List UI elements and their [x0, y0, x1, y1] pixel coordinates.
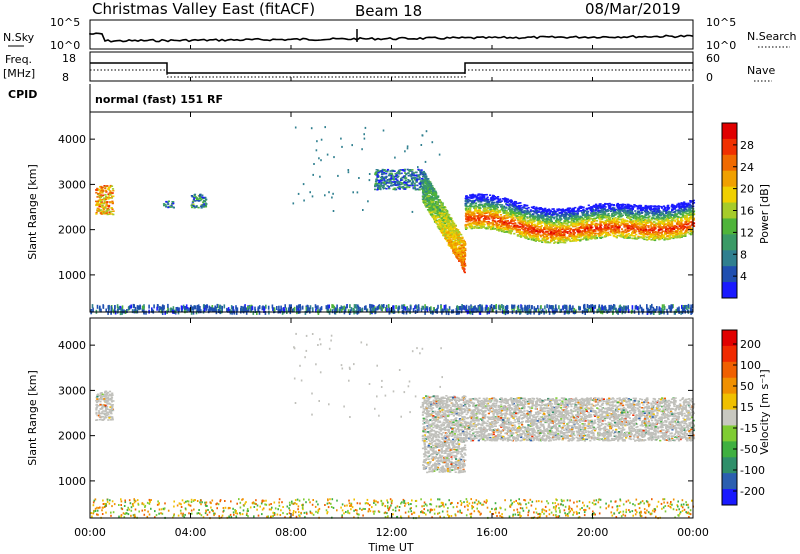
cpid-mode: normal (fast) 151 RF — [95, 93, 223, 106]
nave-tick-bottom: 0 — [706, 71, 713, 84]
colorbar-tick-label: 24 — [740, 161, 754, 174]
colorbar-segment — [722, 218, 737, 235]
colorbar-segment — [722, 330, 737, 347]
colorbar-segment — [722, 441, 737, 458]
nsky-panel: N.Sky 10^5 10^0 10^5 10^0 N.Search — [3, 16, 797, 52]
freq-tick-top: 18 — [62, 52, 76, 65]
colorbar-tick-label: -15 — [740, 422, 758, 435]
y-tick-label: 2000 — [58, 430, 86, 443]
colorbar-segment — [722, 202, 737, 219]
nave-label: Nave — [747, 64, 775, 77]
freq-series-line — [90, 62, 693, 74]
colorbar-segment — [722, 361, 737, 379]
colorbar-tick-label: 15 — [740, 401, 754, 414]
x-tick-label: 00:00 — [677, 526, 709, 539]
freq-label-2: [MHz] — [3, 67, 35, 80]
nsky-tick-bottom: 10^0 — [50, 39, 80, 52]
colorbar-tick-label: 50 — [740, 380, 754, 393]
colorbar-tick-label: 200 — [740, 338, 761, 351]
nsky-label: N.Sky — [3, 31, 35, 44]
freq-panel: Freq. [MHz] 18 8 60 0 Nave — [3, 51, 775, 84]
colorbar-segment — [722, 377, 737, 395]
y-tick-label: 2000 — [58, 224, 86, 237]
colorbar-segment — [722, 409, 737, 426]
colorbar-segment — [722, 170, 737, 188]
beam-label: Beam 18 — [355, 2, 422, 20]
colorbar-tick-label: 4 — [740, 270, 747, 283]
nsearch-tick-top: 10^5 — [706, 16, 736, 29]
freq-tick-bottom: 8 — [62, 71, 69, 84]
colorbar-segment — [722, 345, 737, 363]
colorbar-segment — [722, 186, 737, 204]
velocity-y-axis-label: Slant Range [km] — [26, 370, 39, 466]
y-tick-label: 3000 — [58, 384, 86, 397]
colorbar-segment — [722, 234, 737, 251]
cpid-panel: CPID normal (fast) 151 RF — [8, 84, 694, 112]
x-tick-label: 00:00 — [74, 526, 106, 539]
velocity-colorbar-label: Velocity [m s⁻¹] — [758, 369, 771, 454]
nave-series-line — [90, 69, 693, 78]
date-label: 08/Mar/2019 — [585, 0, 681, 18]
colorbar-segment — [722, 154, 737, 172]
colorbar-segment — [722, 489, 737, 506]
x-tick-label: 08:00 — [275, 526, 307, 539]
colorbar-segment — [722, 266, 737, 283]
colorbar-tick-label: -200 — [740, 485, 765, 498]
colorbar-tick-label: 100 — [740, 359, 761, 372]
colorbar-segment — [722, 138, 737, 156]
y-tick-label: 1000 — [58, 269, 86, 282]
power-colorbar-label: Power [dB] — [758, 184, 771, 244]
colorbar-tick-label: 8 — [740, 248, 747, 261]
nsky-series-line — [89, 32, 694, 43]
power-y-axis-label: Slant Range [km] — [26, 164, 39, 260]
colorbar-tick-label: -100 — [740, 464, 765, 477]
colorbar-tick-label: 12 — [740, 226, 754, 239]
colorbar-tick-label: 16 — [740, 205, 754, 218]
x-tick-label: 16:00 — [476, 526, 508, 539]
colorbar-tick-label: 20 — [740, 183, 754, 196]
x-tick-label: 12:00 — [376, 526, 408, 539]
y-tick-label: 4000 — [58, 133, 86, 146]
velocity-panel: 1000 2000 3000 4000 Slant Range [km] 200 100… — [26, 317, 771, 520]
x-axis-label: Time UT — [367, 541, 413, 554]
colorbar-tick-label: 28 — [740, 139, 754, 152]
time-axis: 00:00 04:00 08:00 12:00 16:00 20:00 00:00 — [74, 45, 709, 539]
y-tick-label: 3000 — [58, 178, 86, 191]
nsearch-tick-bottom: 10^0 — [706, 39, 736, 52]
x-tick-label: 04:00 — [175, 526, 207, 539]
power-panel: 1000 2000 3000 4000 Slant Range [km] 4 8 12 16… — [26, 111, 771, 316]
colorbar-segment — [722, 250, 737, 267]
x-tick-label: 20:00 — [577, 526, 609, 539]
colorbar-segment — [722, 473, 737, 490]
y-tick-label: 4000 — [58, 339, 86, 352]
colorbar-segment — [722, 457, 737, 474]
nsearch-label: N.Search — [747, 30, 797, 43]
colorbar-segment — [722, 393, 737, 411]
figure-title: Christmas Valley East (fitACF) — [92, 0, 315, 18]
colorbar-tick-label: -50 — [740, 443, 758, 456]
colorbar-segment — [722, 425, 737, 442]
y-tick-label: 1000 — [58, 475, 86, 488]
nave-tick-top: 60 — [706, 52, 720, 65]
colorbar-segment — [722, 123, 737, 140]
nsky-tick-top: 10^5 — [50, 16, 80, 29]
freq-label-1: Freq. — [5, 53, 32, 66]
colorbar-segment — [722, 282, 737, 299]
cpid-label: CPID — [8, 88, 37, 101]
